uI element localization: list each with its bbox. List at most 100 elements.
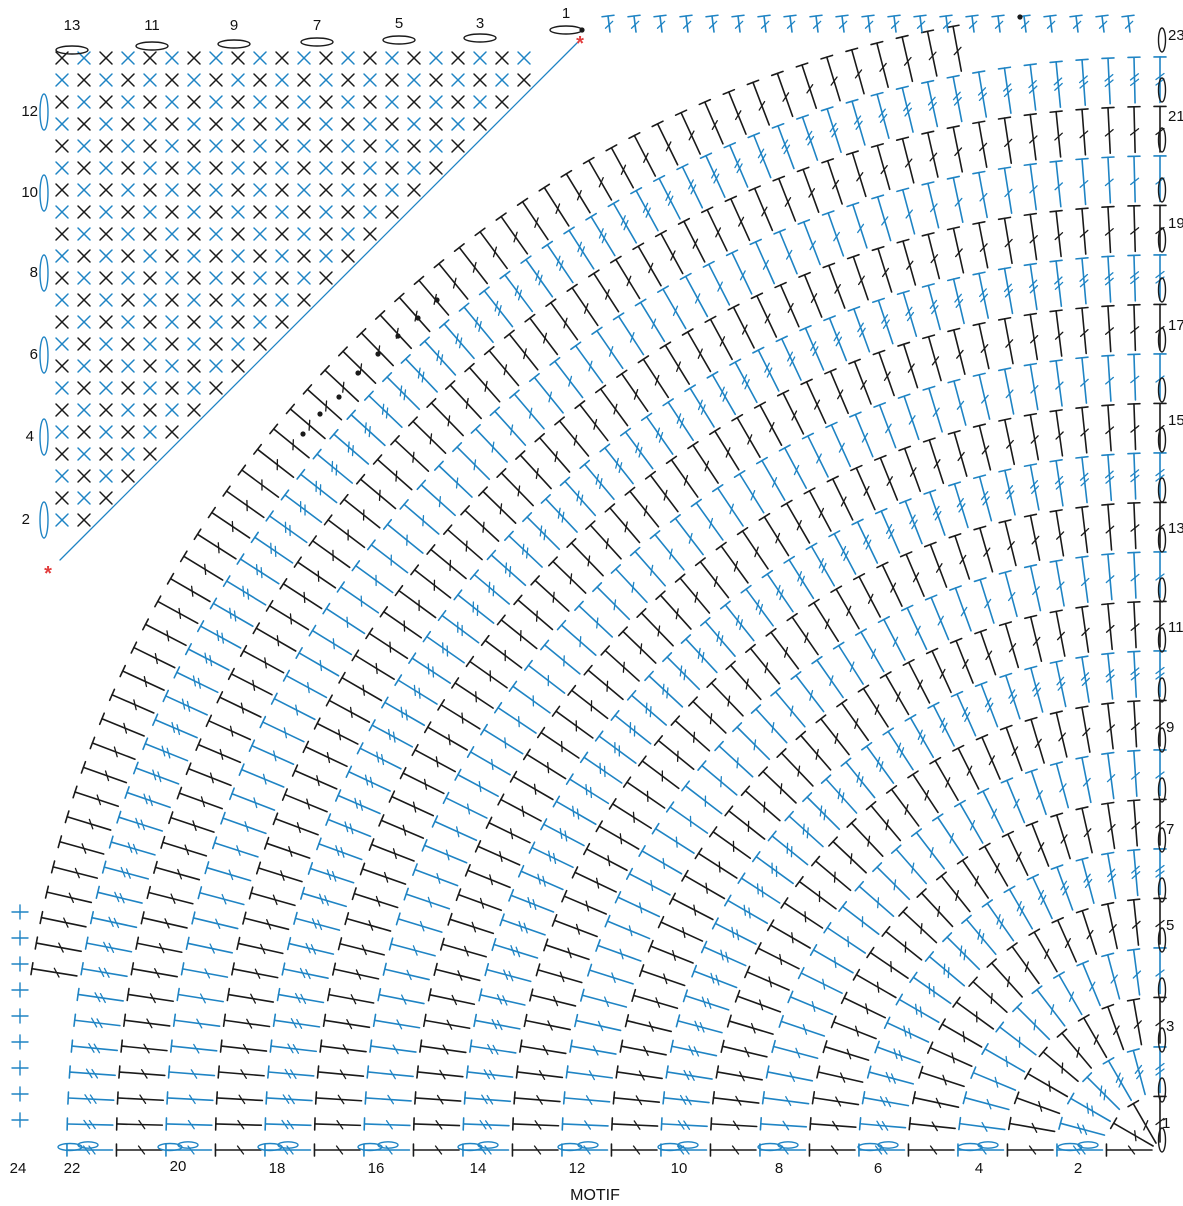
stitch-tick (779, 953, 783, 966)
sc-stitch (297, 73, 311, 87)
stitch-tick (171, 721, 176, 733)
fan-stitch (578, 605, 614, 638)
stitch-tick (929, 299, 938, 309)
fan-stitch (46, 891, 93, 904)
stitch-top-bar (569, 1039, 573, 1053)
fan-stitch (684, 275, 709, 318)
fan-stitch (587, 669, 624, 701)
top-row-label: 7 (313, 17, 321, 34)
fan-stitch (901, 86, 914, 133)
fan-stitch (426, 726, 468, 751)
fan-stitch (118, 816, 164, 832)
sc-stitch (275, 161, 289, 175)
sc-stitch (363, 183, 377, 197)
fan-stitch (609, 507, 641, 544)
stitch-top-bar (168, 811, 174, 825)
fan-stitch (420, 484, 456, 517)
fan-stitch (637, 245, 662, 287)
stitch-tick (955, 248, 963, 258)
stitch-top-bar (614, 891, 622, 904)
sc-stitch (385, 117, 399, 131)
stitch-tick (781, 139, 789, 150)
stitch-tick (978, 92, 987, 102)
fan-stitch (780, 1020, 826, 1037)
fan-stitch (368, 394, 403, 428)
stitch-top-bar (1127, 749, 1141, 753)
stitch-top-bar (675, 1014, 681, 1028)
fan-stitch (677, 1020, 723, 1034)
stitch-top-bar (574, 400, 586, 410)
stitch-tick (754, 546, 759, 558)
stitch-tick (909, 514, 916, 525)
fan-stitch (500, 472, 534, 507)
fan-stitch (519, 454, 552, 490)
stitch-top-bar (563, 226, 575, 235)
fan-stitch (878, 404, 897, 449)
fan-stitch (315, 1097, 363, 1102)
stitch-tick (912, 572, 920, 583)
fan-stitch (413, 1123, 461, 1127)
stitch-top-bar (1101, 255, 1115, 258)
stitch-top-bar (715, 1065, 720, 1079)
stitch-top-bar (704, 315, 717, 323)
fan-stitch (1081, 307, 1087, 355)
stitch-tick (288, 846, 293, 857)
stitch-top-bar (861, 741, 873, 751)
stitch-tick (1131, 871, 1141, 880)
stitch-top-bar (783, 14, 797, 18)
stitch-tick (867, 593, 874, 604)
stitch-top-bar (1049, 209, 1063, 213)
stitch-tick (847, 936, 850, 948)
fan-stitch (323, 1019, 371, 1029)
stitch-tick (1106, 774, 1116, 783)
stitch-top-bar (541, 240, 554, 249)
stitch-tick (465, 397, 469, 409)
fan-stitch (169, 816, 215, 833)
stitch-tick (266, 919, 272, 930)
fan-stitch (657, 739, 695, 771)
stitch-top-bar (319, 1039, 323, 1053)
fan-stitch (327, 519, 366, 549)
fan-stitch (1055, 160, 1062, 208)
stitch-top-bar (195, 738, 202, 751)
sc-stitch (187, 161, 201, 175)
fan-stitch (560, 624, 597, 656)
stitch-top-bar (1026, 873, 1040, 881)
sc-stitch (253, 315, 267, 329)
stitch-top-bar (89, 736, 96, 750)
sc-stitch (165, 425, 179, 439)
stitch-tick (784, 197, 792, 207)
fan-stitch (154, 718, 198, 739)
stitch-top-bar (344, 912, 350, 926)
sc-stitch (143, 337, 157, 351)
stitch-top-bar (570, 341, 582, 351)
stitch-tick (588, 360, 593, 372)
stitch-tick (1098, 20, 1108, 29)
stitch-tick (785, 249, 793, 260)
fan-stitch (952, 278, 965, 325)
fan-stitch (267, 1071, 315, 1077)
fan-stitch (835, 588, 860, 630)
stitch-top-bar (1007, 1116, 1012, 1131)
stitch-top-bar (796, 114, 809, 120)
fan-stitch (704, 620, 736, 657)
stitch-top-bar (1075, 856, 1089, 862)
stitch-top-bar (1003, 885, 1016, 894)
stitch-tick (585, 900, 590, 912)
stitch-top-bar (447, 912, 453, 926)
sc-stitch (473, 73, 487, 87)
stitch-tick (369, 776, 374, 788)
stitch-top-bar (851, 518, 864, 526)
fan-stitch (265, 1097, 313, 1102)
stitch-tick (489, 874, 493, 886)
stitch-tick (192, 820, 197, 832)
stitch-tick (242, 585, 245, 597)
stitch-top-bar (972, 321, 986, 327)
stitch-tick (1055, 481, 1065, 490)
stitch-tick (906, 260, 914, 270)
sc-stitch (55, 403, 69, 417)
fan-stitch (196, 533, 237, 560)
stitch-tick (514, 285, 519, 297)
sc-stitch (363, 117, 377, 131)
sc-stitch (429, 73, 443, 87)
